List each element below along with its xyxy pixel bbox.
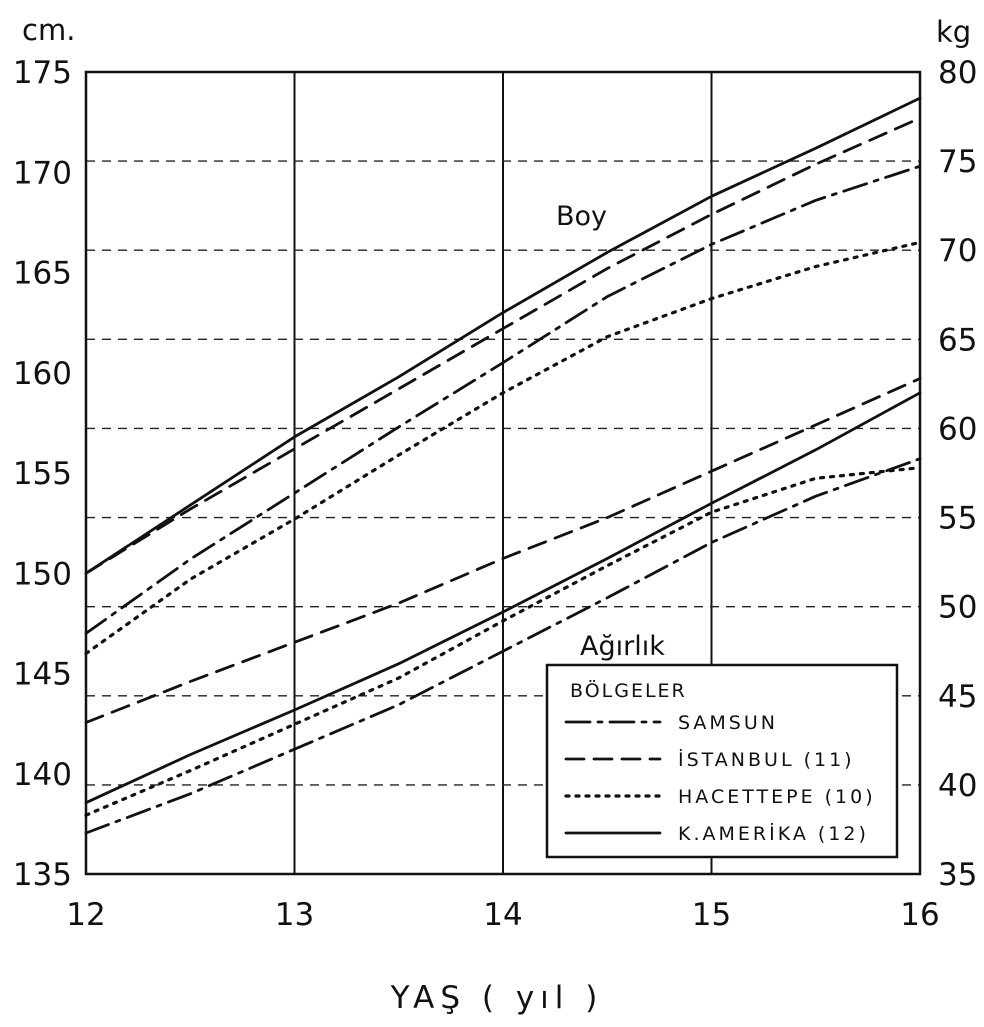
legend-box bbox=[545, 663, 899, 859]
right-tick-label: 35 bbox=[938, 857, 977, 893]
left-tick-label: 140 bbox=[13, 757, 72, 793]
left-tick-label: 165 bbox=[13, 256, 72, 292]
series-line-boy-dashed bbox=[84, 116, 922, 575]
legend: BÖLGELER SAMSUN İSTANBUL (11) HACETTEPE (1… bbox=[545, 663, 899, 859]
right-tick-label: 55 bbox=[938, 501, 977, 537]
series-line-arlk-dotted bbox=[84, 466, 922, 817]
x-tick-label: 12 bbox=[66, 897, 105, 933]
series-lines bbox=[84, 96, 922, 835]
legend-items: SAMSUN İSTANBUL (11) HACETTEPE (10) K.AMERİ… bbox=[564, 712, 876, 845]
right-tick-label: 80 bbox=[938, 55, 977, 91]
legend-label: HACETTEPE (10) bbox=[678, 786, 876, 808]
left-axis-unit: cm. bbox=[22, 13, 75, 47]
legend-label: İSTANBUL (11) bbox=[678, 748, 855, 771]
x-axis-title: YAŞ ( yıl ) bbox=[390, 980, 604, 1016]
legend-title: BÖLGELER bbox=[570, 679, 687, 702]
annotation-boy: Boy bbox=[556, 201, 607, 232]
plot-frame bbox=[84, 70, 922, 876]
legend-label: SAMSUN bbox=[678, 712, 778, 734]
series-line-arlk-dashed bbox=[84, 377, 922, 724]
left-tick-label: 135 bbox=[13, 857, 72, 893]
left-tick-label: 145 bbox=[13, 657, 72, 693]
right-axis-unit: kg bbox=[936, 15, 971, 49]
x-tick-label: 16 bbox=[900, 897, 939, 933]
right-tick-label: 45 bbox=[938, 679, 977, 715]
series-line-boy-solid bbox=[84, 96, 922, 575]
left-tick-label: 155 bbox=[13, 456, 72, 492]
series-line-boy-dash-dot bbox=[84, 164, 922, 635]
right-tick-label: 65 bbox=[938, 322, 977, 358]
right-tick-label: 70 bbox=[938, 233, 977, 269]
annotation-agirlik: Ağırlık bbox=[580, 631, 665, 662]
series-line-arlk-dash-dot bbox=[84, 457, 922, 835]
right-tick-label: 60 bbox=[938, 411, 977, 447]
series-line-boy-dotted bbox=[84, 240, 922, 656]
right-tick-label: 50 bbox=[938, 590, 977, 626]
left-tick-label: 175 bbox=[13, 55, 72, 91]
right-tick-label: 75 bbox=[938, 144, 977, 180]
x-tick-label: 15 bbox=[692, 897, 731, 933]
left-tick-label: 150 bbox=[13, 556, 72, 592]
tick-labels: 12 13 14 15 16 135 140 145 150 155 160 165 170 175 35 4… bbox=[13, 55, 978, 933]
x-tick-label: 14 bbox=[483, 897, 522, 933]
left-tick-label: 160 bbox=[13, 356, 72, 392]
right-tick-label: 40 bbox=[938, 768, 977, 804]
left-tick-label: 170 bbox=[13, 155, 72, 191]
x-tick-label: 13 bbox=[275, 897, 314, 933]
series-line-arlk-solid bbox=[84, 391, 922, 805]
legend-label: K.AMERİKA (12) bbox=[678, 822, 869, 845]
